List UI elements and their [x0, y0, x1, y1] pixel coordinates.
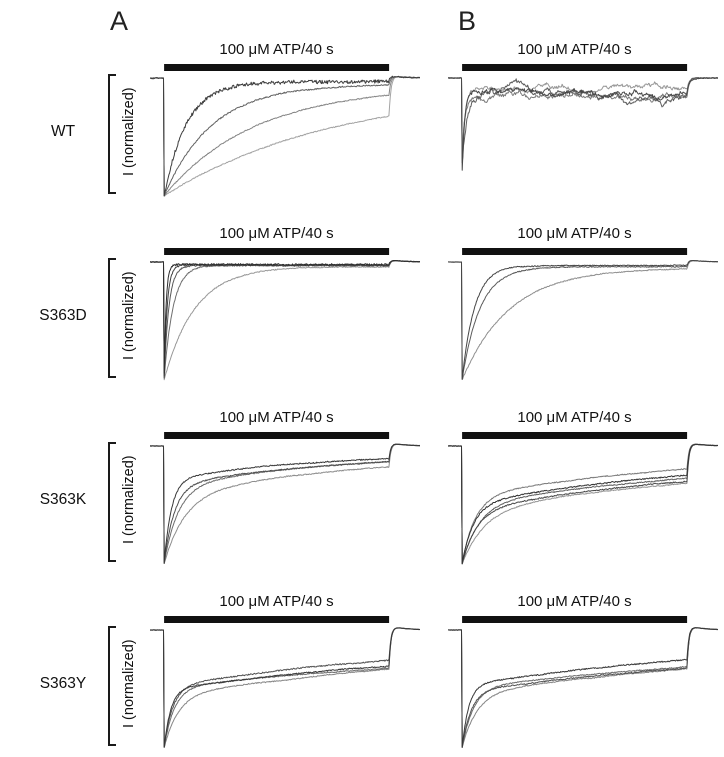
- column-letter-a: A: [110, 6, 129, 36]
- current-traces-plot: [448, 616, 718, 748]
- y-scale-bracket: [108, 442, 116, 562]
- y-scale-bracket: [108, 74, 116, 194]
- panel-a-s363k: I (normalized) 100 μM ATP/40 s: [106, 408, 420, 570]
- panel-a-wt: I (normalized) 100 μM ATP/40 s: [106, 40, 420, 202]
- atp-application-label: 100 μM ATP/40 s: [517, 41, 632, 58]
- column-letter-b: B: [458, 6, 477, 36]
- y-axis-gutter: I (normalized): [106, 430, 150, 570]
- figure-row-wt: WT I (normalized) 100 μM ATP/40 s 100 μM…: [20, 40, 724, 202]
- current-traces-plot: [448, 64, 718, 171]
- panel-b-s363d: 100 μM ATP/40 s: [448, 224, 718, 386]
- plot-area: 100 μM ATP/40 s: [448, 592, 718, 754]
- row-label-s363k: S363K: [39, 491, 87, 508]
- figure-row-s363d: S363D I (normalized) 100 μM ATP/40 s 100…: [20, 224, 724, 386]
- column-gap: [420, 40, 448, 202]
- y-axis-label: I (normalized): [121, 87, 137, 177]
- panel-a-s363d: I (normalized) 100 μM ATP/40 s: [106, 224, 420, 386]
- panel-a-s363y: I (normalized) 100 μM ATP/40 s: [106, 592, 420, 754]
- panel-b-wt: 100 μM ATP/40 s: [448, 40, 718, 202]
- y-axis-label: I (normalized): [121, 271, 137, 361]
- current-traces-plot: [448, 248, 718, 380]
- y-axis-gutter: I (normalized): [106, 62, 150, 202]
- y-scale-bracket: [108, 258, 116, 378]
- column-gap: [420, 592, 448, 754]
- column-headers: A B: [20, 6, 724, 40]
- atp-application-label: 100 μM ATP/40 s: [219, 41, 334, 58]
- row-label-wt: WT: [50, 123, 76, 140]
- plot-area: 100 μM ATP/40 s: [150, 408, 420, 570]
- panel-b-s363y: 100 μM ATP/40 s: [448, 592, 718, 754]
- atp-application-label: 100 μM ATP/40 s: [219, 593, 334, 610]
- plot-area: 100 μM ATP/40 s: [150, 592, 420, 754]
- current-traces-plot: [150, 248, 420, 381]
- atp-application-label: 100 μM ATP/40 s: [219, 409, 334, 426]
- atp-application-label: 100 μM ATP/40 s: [517, 593, 632, 610]
- plot-area: 100 μM ATP/40 s: [448, 224, 718, 386]
- y-axis-gutter: I (normalized): [106, 614, 150, 754]
- figure-row-s363y: S363Y I (normalized) 100 μM ATP/40 s 100…: [20, 592, 724, 754]
- y-axis-gutter: I (normalized): [106, 246, 150, 386]
- y-axis-label: I (normalized): [121, 639, 137, 729]
- atp-application-label: 100 μM ATP/40 s: [219, 225, 334, 242]
- plot-area: 100 μM ATP/40 s: [150, 40, 420, 202]
- panel-b-s363k: 100 μM ATP/40 s: [448, 408, 718, 570]
- current-traces-plot: [150, 616, 420, 748]
- column-gap: [420, 224, 448, 386]
- row-label-s363d: S363D: [39, 307, 87, 324]
- column-gap: [420, 408, 448, 570]
- row-label-s363y: S363Y: [39, 675, 87, 692]
- plot-area: 100 μM ATP/40 s: [448, 40, 718, 202]
- figure-row-s363k: S363K I (normalized) 100 μM ATP/40 s 100…: [20, 408, 724, 570]
- plot-area: 100 μM ATP/40 s: [448, 408, 718, 570]
- atp-application-label: 100 μM ATP/40 s: [517, 225, 632, 242]
- y-scale-bracket: [108, 626, 116, 746]
- atp-application-label: 100 μM ATP/40 s: [517, 409, 632, 426]
- current-traces-plot: [448, 432, 718, 565]
- current-traces-plot: [150, 64, 420, 197]
- current-traces-plot: [150, 432, 420, 564]
- y-axis-label: I (normalized): [121, 455, 137, 545]
- plot-area: 100 μM ATP/40 s: [150, 224, 420, 386]
